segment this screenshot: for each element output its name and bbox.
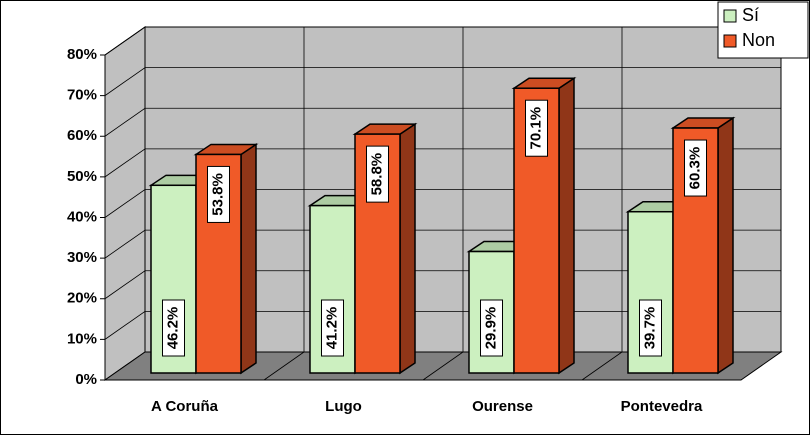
y-tick-label: 60%: [67, 127, 97, 144]
value-label: 53.8%: [209, 173, 226, 216]
value-label: 58.8%: [368, 153, 385, 196]
y-tick-label: 20%: [67, 290, 97, 307]
value-label-box: [525, 99, 548, 157]
grid-line: [104, 67, 781, 96]
value-label-box: [480, 299, 503, 357]
bar-side: [240, 143, 257, 375]
y-tick-label: 0%: [75, 371, 97, 388]
value-label-box: [162, 299, 185, 357]
x-tick-label: Lugo: [325, 398, 362, 415]
bar-side: [558, 76, 575, 375]
value-label-box: [366, 145, 389, 203]
y-tick-label: 80%: [67, 46, 97, 63]
x-tick-label: Ourense: [472, 398, 533, 415]
legend-swatch: [723, 9, 737, 23]
value-label: 70.1%: [527, 107, 544, 150]
y-tick-label: 10%: [67, 330, 97, 347]
legend-label: Sí: [742, 5, 759, 25]
bar-side: [399, 122, 416, 375]
value-label-box: [321, 299, 344, 357]
y-tick-label: 30%: [67, 249, 97, 266]
category-divider: [422, 27, 464, 381]
bar-side: [717, 116, 734, 375]
y-tick-label: 50%: [67, 168, 97, 185]
y-tick-label: 40%: [67, 208, 97, 225]
x-tick-label: Pontevedra: [621, 398, 703, 415]
value-label: 29.9%: [482, 307, 499, 350]
value-label: 60.3%: [686, 147, 703, 190]
x-tick-label: A Coruña: [151, 398, 219, 415]
bar: [352, 122, 418, 375]
legend-label: Non: [742, 30, 775, 50]
value-label-box: [684, 139, 707, 197]
category-divider: [263, 27, 305, 381]
legend-swatch: [723, 34, 737, 48]
value-label: 41.2%: [323, 307, 340, 350]
grid-line: [104, 26, 781, 56]
value-label: 46.2%: [164, 307, 181, 350]
value-label-box: [639, 299, 662, 357]
y-tick-label: 70%: [67, 87, 97, 104]
value-label: 39.7%: [641, 307, 658, 350]
value-label-box: [207, 165, 230, 223]
category-divider: [581, 27, 623, 381]
